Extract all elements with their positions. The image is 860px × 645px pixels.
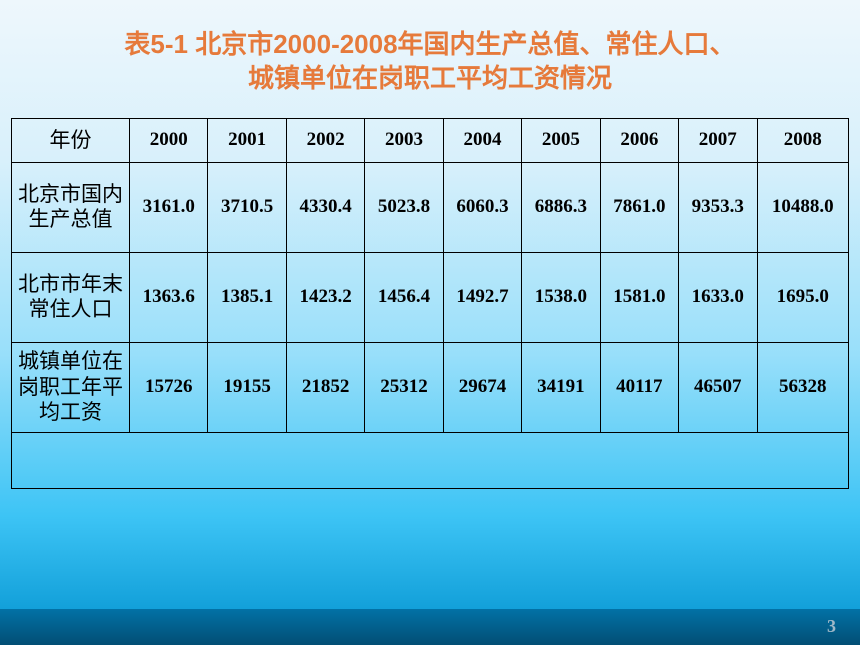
table-empty-row <box>12 432 849 488</box>
title-line-2: 城镇单位在岗职工平均工资情况 <box>0 62 860 96</box>
footer-bar: 3 <box>0 609 860 645</box>
year-col: 2004 <box>443 118 521 162</box>
year-col: 2005 <box>522 118 600 162</box>
row-label: 城镇单位在岗职工年平均工资 <box>12 342 130 432</box>
year-col: 2008 <box>757 118 849 162</box>
cell: 19155 <box>208 342 286 432</box>
cell: 6886.3 <box>522 162 600 252</box>
cell: 25312 <box>365 342 443 432</box>
cell: 6060.3 <box>443 162 521 252</box>
cell: 1423.2 <box>286 252 364 342</box>
cell: 1581.0 <box>600 252 678 342</box>
cell: 46507 <box>679 342 757 432</box>
cell: 1456.4 <box>365 252 443 342</box>
cell: 40117 <box>600 342 678 432</box>
page-number: 3 <box>827 616 836 637</box>
cell: 4330.4 <box>286 162 364 252</box>
table-row: 城镇单位在岗职工年平均工资 15726 19155 21852 25312 29… <box>12 342 849 432</box>
cell: 56328 <box>757 342 849 432</box>
year-col: 2001 <box>208 118 286 162</box>
year-col: 2003 <box>365 118 443 162</box>
cell: 3710.5 <box>208 162 286 252</box>
cell: 5023.8 <box>365 162 443 252</box>
year-col: 2000 <box>130 118 208 162</box>
cell: 15726 <box>130 342 208 432</box>
year-col: 2007 <box>679 118 757 162</box>
table-header-row: 年份 2000 2001 2002 2003 2004 2005 2006 20… <box>12 118 849 162</box>
cell: 21852 <box>286 342 364 432</box>
year-col: 2002 <box>286 118 364 162</box>
empty-cell <box>12 432 849 488</box>
cell: 1385.1 <box>208 252 286 342</box>
cell: 1538.0 <box>522 252 600 342</box>
cell: 1492.7 <box>443 252 521 342</box>
data-table: 年份 2000 2001 2002 2003 2004 2005 2006 20… <box>11 118 849 489</box>
year-col: 2006 <box>600 118 678 162</box>
slide-title: 表5-1 北京市2000-2008年国内生产总值、常住人口、 城镇单位在岗职工平… <box>0 0 860 118</box>
cell: 1633.0 <box>679 252 757 342</box>
cell: 1695.0 <box>757 252 849 342</box>
cell: 9353.3 <box>679 162 757 252</box>
cell: 7861.0 <box>600 162 678 252</box>
table-row: 北市市年末常住人口 1363.6 1385.1 1423.2 1456.4 14… <box>12 252 849 342</box>
cell: 3161.0 <box>130 162 208 252</box>
cell: 1363.6 <box>130 252 208 342</box>
cell: 10488.0 <box>757 162 849 252</box>
row-label: 北京市国内生产总值 <box>12 162 130 252</box>
title-line-1: 表5-1 北京市2000-2008年国内生产总值、常住人口、 <box>0 28 860 62</box>
header-label: 年份 <box>12 118 130 162</box>
row-label: 北市市年末常住人口 <box>12 252 130 342</box>
cell: 34191 <box>522 342 600 432</box>
cell: 29674 <box>443 342 521 432</box>
table-row: 北京市国内生产总值 3161.0 3710.5 4330.4 5023.8 60… <box>12 162 849 252</box>
